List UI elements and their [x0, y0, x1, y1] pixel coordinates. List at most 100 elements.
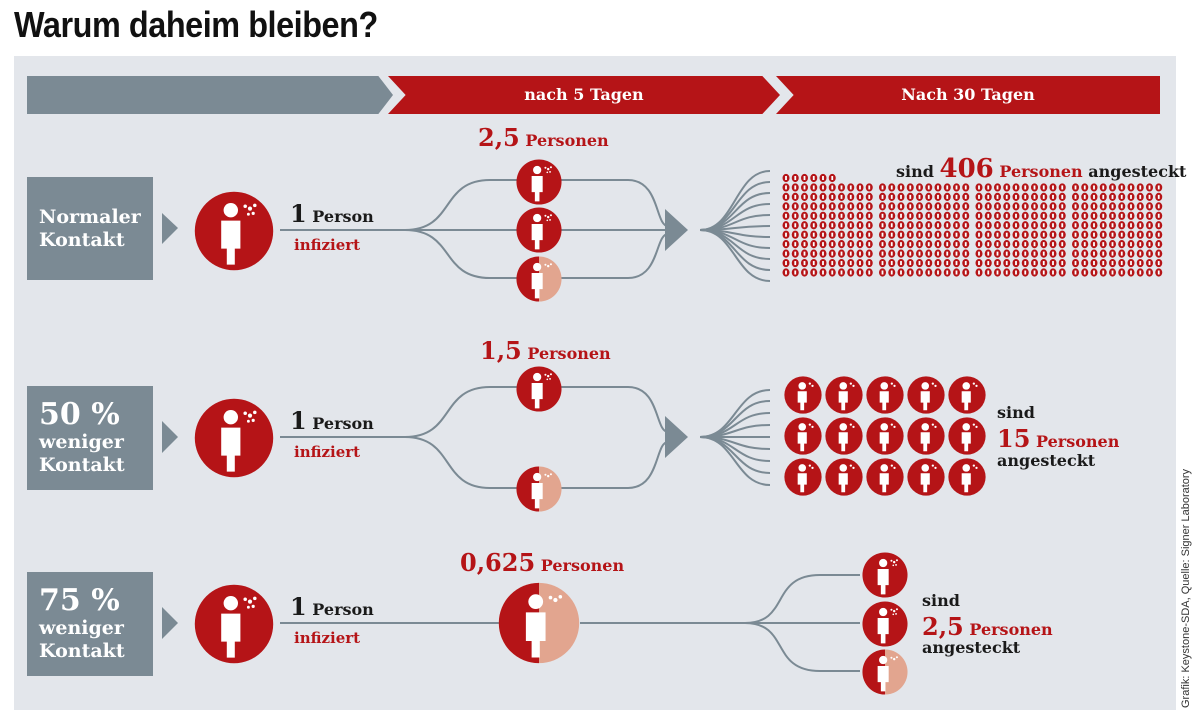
- person-dot-figure: [1111, 223, 1114, 228]
- source-credit: Grafik: Keystone-SDA, Quelle: Signer Lab…: [1180, 468, 1192, 708]
- person-dot-figure: [946, 270, 949, 275]
- person-dot-figure: [1024, 242, 1027, 247]
- person-dot-figure: [1157, 223, 1160, 228]
- person-dot-figure: [812, 270, 815, 275]
- person-icon: [825, 376, 863, 414]
- person-dot-figure: [1111, 194, 1114, 199]
- person-dot-figure: [1052, 270, 1054, 275]
- person-dot-figure: [881, 261, 884, 266]
- person-dot-figure: [978, 204, 980, 209]
- person-dot-figure: [927, 194, 930, 199]
- person-dot-figure: [803, 251, 806, 256]
- person-dot-figure: [1052, 194, 1054, 199]
- person-dot-figure: [1148, 204, 1151, 209]
- person-dot-figure: [978, 213, 980, 218]
- person-dot-figure: [1052, 251, 1054, 256]
- person-dot-figure: [1042, 213, 1045, 218]
- count-unit: Person: [312, 600, 374, 619]
- person-icon: [516, 159, 562, 205]
- person-dot-figure: [946, 204, 949, 209]
- person-dot-figure: [1052, 204, 1054, 209]
- person-dot-figure: [1015, 185, 1017, 190]
- person-dot-figure: [996, 251, 999, 256]
- person-dot-figure: [918, 204, 921, 209]
- person-dot-figure: [859, 185, 861, 190]
- person-dot-figure: [1093, 270, 1095, 275]
- person-dot-figure: [964, 261, 967, 266]
- person-dot-figure: [937, 261, 939, 266]
- page-title: Warum daheim bleiben?: [14, 4, 378, 45]
- person-dot-figure: [1157, 261, 1160, 266]
- person-dot-figure: [927, 213, 930, 218]
- person-dot-figure: [900, 185, 902, 190]
- person-dot-figure: [1130, 232, 1132, 237]
- row-label-percent: 75 %: [39, 583, 120, 619]
- person-dot-figure: [1061, 242, 1064, 247]
- person-dot-figure: [964, 213, 967, 218]
- person-dot-figure: [822, 232, 824, 237]
- person-dot-figure: [822, 223, 824, 228]
- header-arrow-5-days: nach 5 Tagen: [388, 76, 780, 114]
- person-dot-figure: [868, 270, 871, 275]
- person-dot-figure: [1083, 204, 1086, 209]
- person-icon: [825, 417, 863, 455]
- person-dot-figure: [840, 270, 843, 275]
- person-dot-figure: [822, 261, 824, 266]
- person-dot-figure: [909, 204, 912, 209]
- person-dot-figure: [1083, 270, 1086, 275]
- person-dot-figure: [803, 204, 806, 209]
- person-dot-figure: [927, 261, 930, 266]
- person-icon: [907, 458, 945, 496]
- person-dot-figure: [868, 213, 871, 218]
- person-dot-figure: [918, 270, 921, 275]
- person-dot-figure: [822, 251, 824, 256]
- person-dot-figure: [918, 261, 921, 266]
- person-dot-figure: [1102, 204, 1105, 209]
- person-icon: [948, 458, 986, 496]
- person-dot-figure: [1074, 242, 1077, 247]
- person-dot-figure: [937, 194, 939, 199]
- half-person-icon: [516, 256, 562, 302]
- person-dot-figure: [1148, 194, 1151, 199]
- person-dot-figure: [785, 185, 787, 190]
- person-dot-figure: [1033, 213, 1036, 218]
- person-dot-figure: [822, 176, 824, 180]
- person-dot-figure: [987, 194, 990, 199]
- person-dot-figure: [900, 204, 902, 209]
- count-number: 1: [290, 406, 307, 435]
- person-dot-figure: [1015, 242, 1017, 247]
- person-dot-figure: [822, 213, 824, 218]
- person-dot-figure: [1130, 251, 1132, 256]
- person-dot-figure: [1024, 194, 1027, 199]
- person-dot-figure: [840, 185, 843, 190]
- person-dot-figure: [831, 270, 834, 275]
- person-dot-figure: [1074, 232, 1077, 237]
- person-dot-figure: [1015, 251, 1017, 256]
- count-unit: Personen: [999, 162, 1083, 181]
- person-dot-figure: [890, 213, 893, 218]
- person-dot-figure: [1083, 194, 1086, 199]
- count-unit: Personen: [1035, 432, 1120, 451]
- person-dot-figure: [955, 194, 958, 199]
- person-dot-figure: [794, 251, 797, 256]
- person-dot-figure: [937, 232, 939, 237]
- person-dot-figure: [1005, 194, 1008, 199]
- person-dot-figure: [840, 251, 843, 256]
- person-dot-figure: [1102, 232, 1105, 237]
- person-dot-figure: [890, 185, 893, 190]
- person-dot-figure: [1111, 251, 1114, 256]
- person-dot-figure: [868, 204, 871, 209]
- person-dot-figure: [937, 223, 939, 228]
- count-suffix: angesteckt: [1088, 162, 1187, 181]
- row-label-line: weniger: [39, 616, 124, 639]
- person-dot-figure: [1005, 242, 1008, 247]
- person-dot-figure: [918, 232, 921, 237]
- person-dot-figure: [1033, 185, 1036, 190]
- person-dot-figure: [1111, 213, 1114, 218]
- person-dot-figure: [868, 223, 871, 228]
- person-dot-figure: [1033, 223, 1036, 228]
- person-dot-figure: [1061, 270, 1064, 275]
- person-dot-figure: [964, 270, 967, 275]
- person-dot-figure: [1139, 242, 1142, 247]
